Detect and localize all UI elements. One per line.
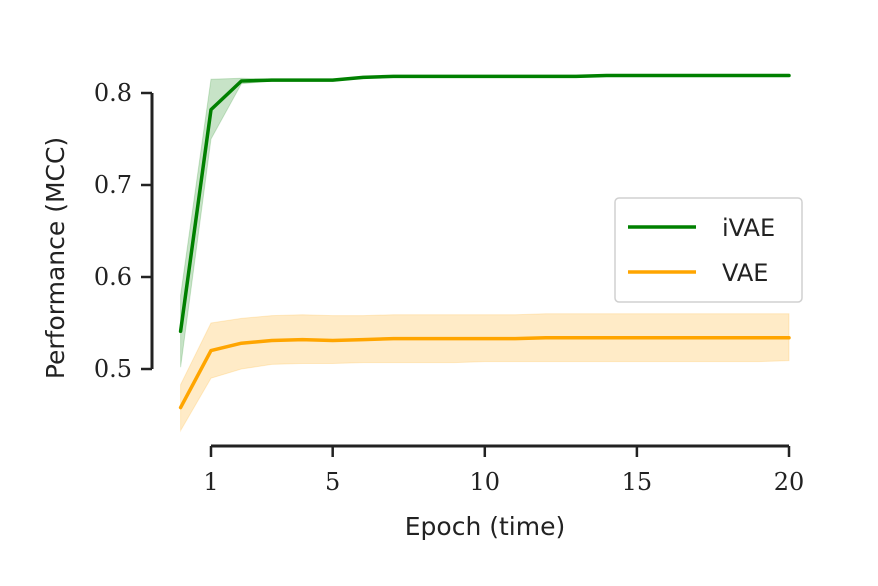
y-tick-label: 0.7 [94,171,132,199]
y-tick-label: 0.5 [94,355,132,383]
y-tick-label: 0.6 [94,263,132,291]
x-tick-label: 15 [622,468,653,496]
legend-frame [614,197,803,303]
x-tick-label: 20 [774,468,805,496]
x-tick-label: 10 [470,468,501,496]
x-tick-label: 5 [325,468,340,496]
y-axis: 0.5 0.6 0.7 0.8 [94,79,154,383]
x-tick-label: 1 [203,468,218,496]
y-axis-title: Performance (MCC) [41,137,70,379]
series-line-vae [178,335,791,410]
series-line-ivae [178,73,791,334]
x-axis-title: Epoch (time) [405,512,566,541]
band-vae [180,313,790,433]
legend-label-ivae: iVAE [722,214,775,242]
x-axis: 1 5 10 15 20 [203,444,805,496]
legend-label-vae: VAE [722,259,768,287]
legend: iVAE VAE [614,197,803,303]
series-lines [178,73,791,410]
y-tick-label: 0.8 [94,79,132,107]
